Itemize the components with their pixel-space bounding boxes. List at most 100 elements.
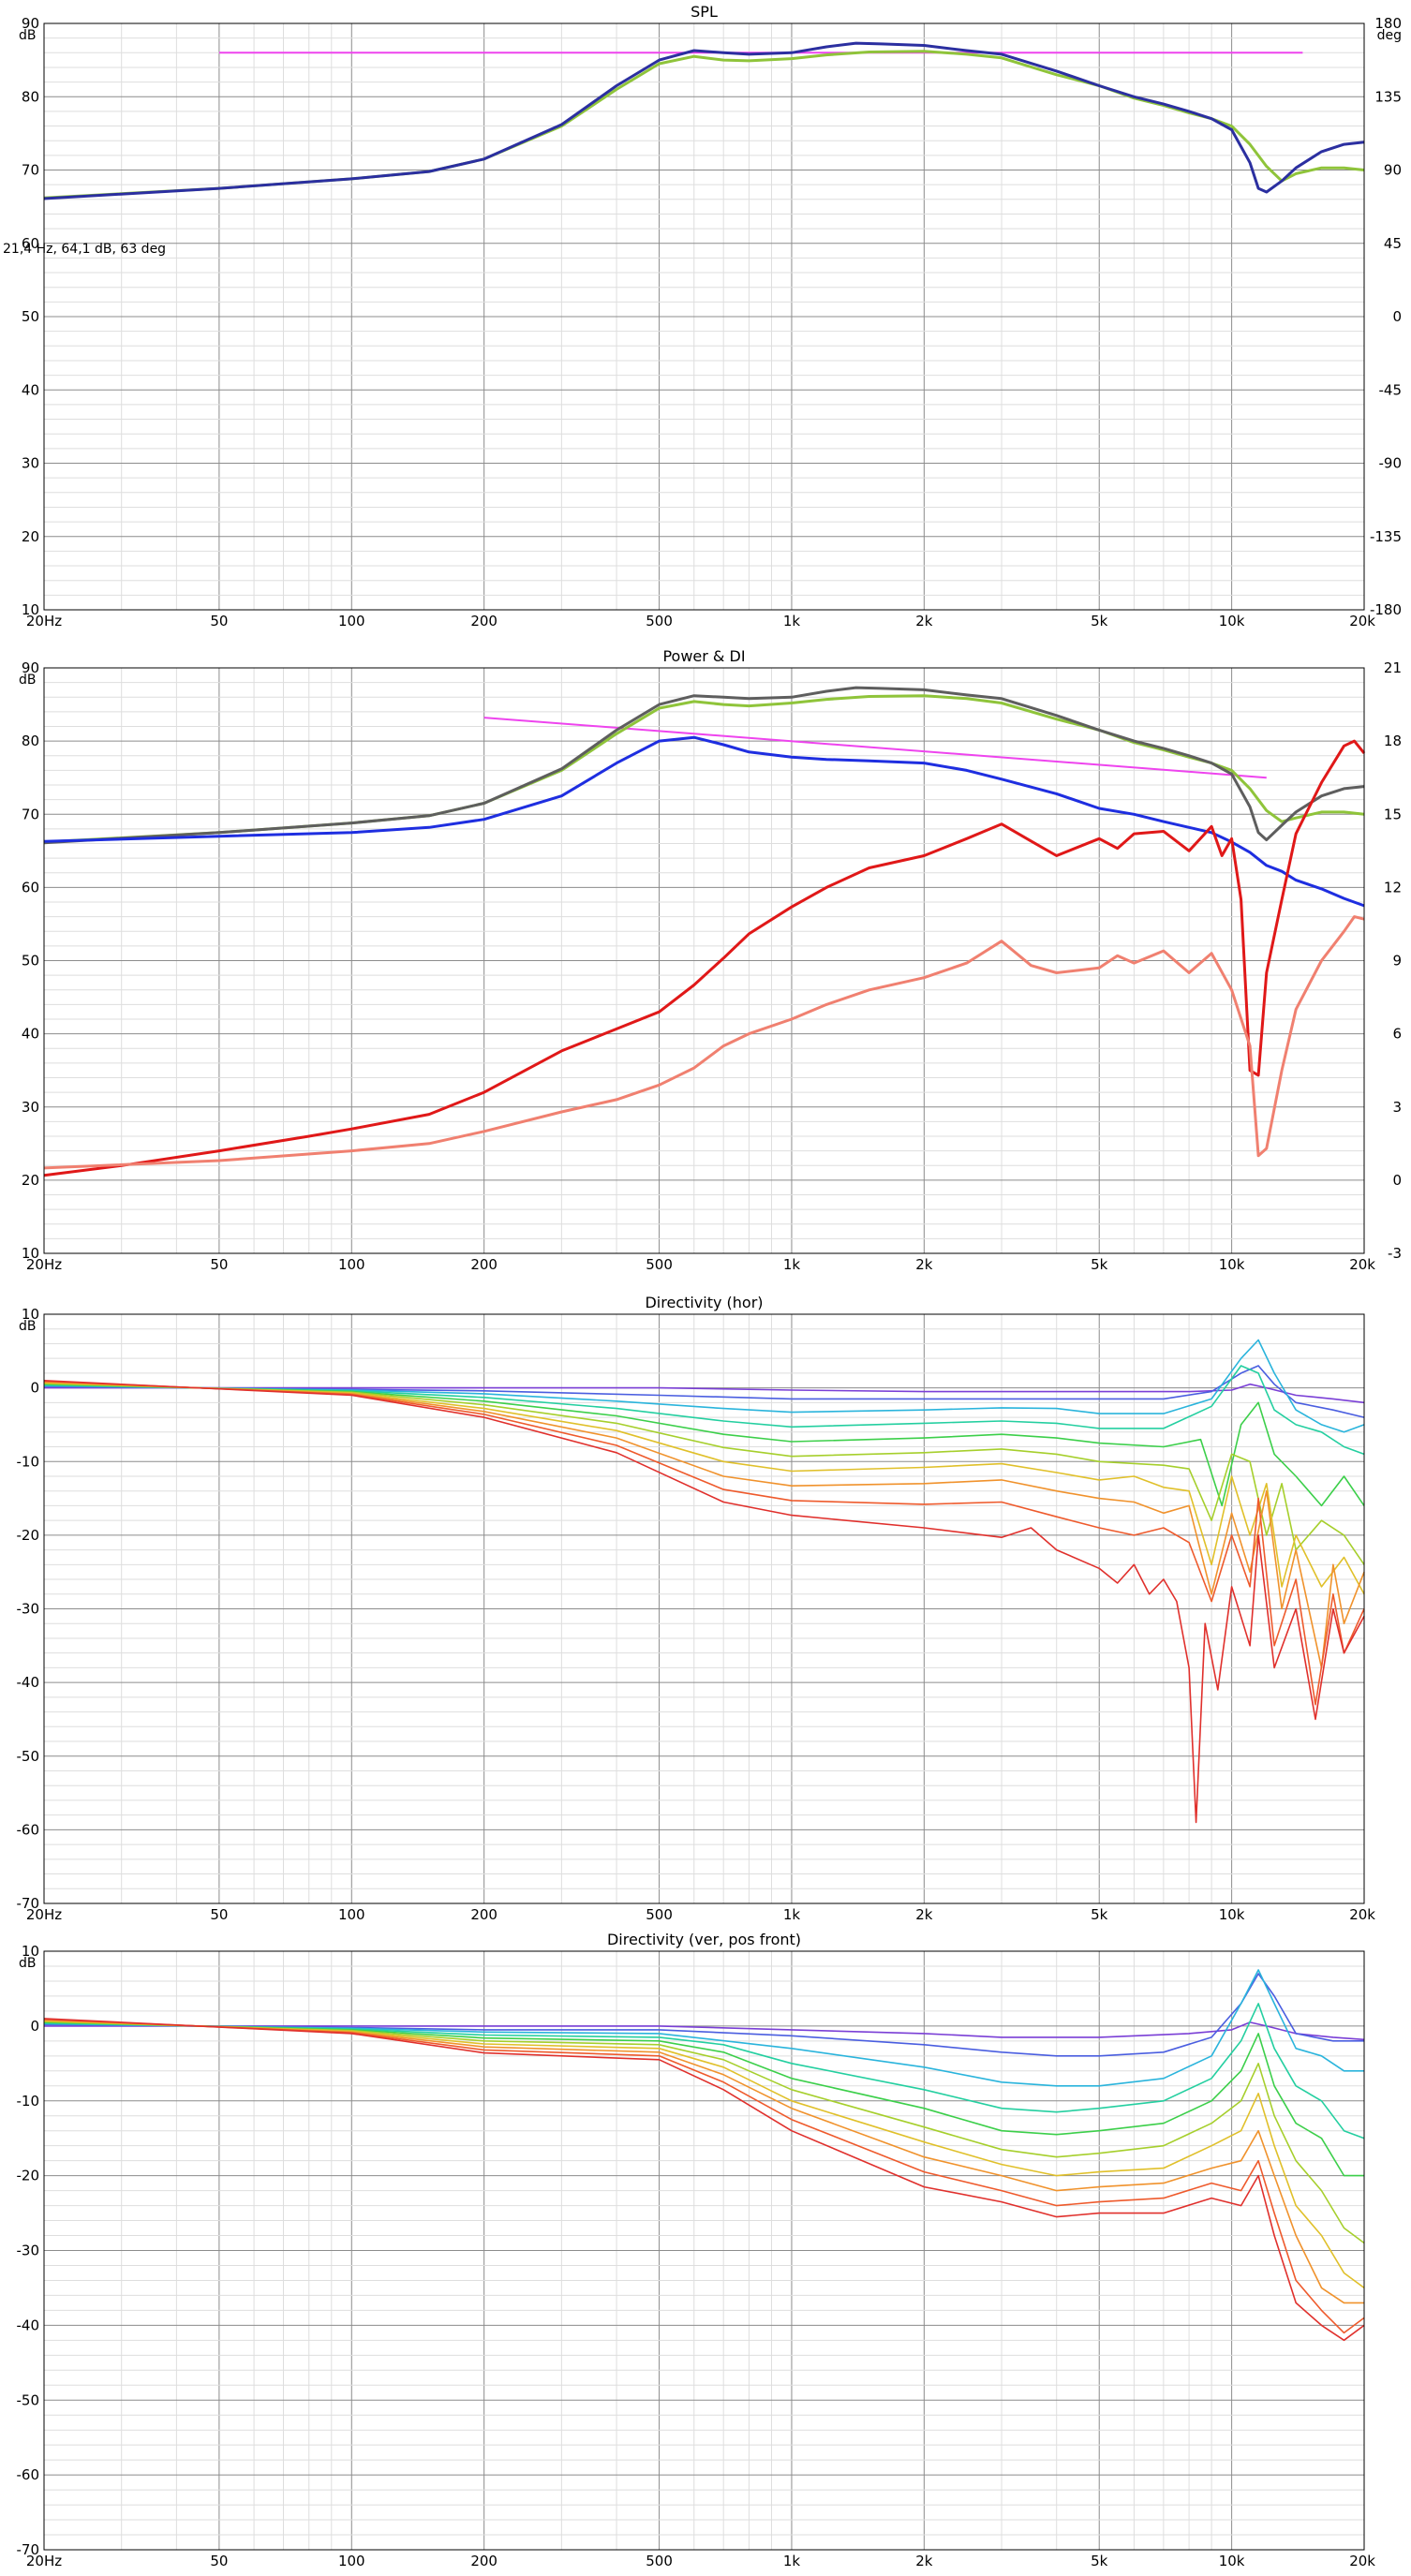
directivity-ver-left-tick-label: -70: [17, 2541, 40, 2558]
spl-left-tick-label: 70: [22, 162, 39, 179]
spl-left-tick-label: 60: [22, 235, 39, 252]
power-di-left-tick-label: 40: [22, 1026, 39, 1043]
power-di-x-tick-label: 1k: [783, 1256, 801, 1273]
spl-x-tick-label: 5k: [1091, 613, 1108, 629]
power-di-x-tick-label: 5k: [1091, 1256, 1108, 1273]
directivity-hor-x-tick-label: 100: [338, 1906, 365, 1923]
directivity-hor-plot-frame: [43, 1313, 1365, 1904]
spl-grid: [43, 22, 1365, 611]
spl-title: SPL: [691, 3, 718, 21]
spl-left-unit: dB: [19, 28, 37, 43]
directivity-hor-series-line: [44, 1383, 1365, 1404]
power-di-right-tick-label: 15: [1384, 806, 1402, 822]
spl-left-tick-label: 40: [22, 381, 39, 398]
power-di-series-line: [43, 739, 1366, 1177]
spl-left-tick-label: 90: [22, 15, 39, 32]
directivity-ver-x-tick-label: 500: [646, 2553, 673, 2569]
directivity-hor-series-line: [43, 1383, 1365, 1565]
directivity-hor-left-tick-label: -50: [17, 1748, 40, 1765]
spl-x-tick-label: 500: [646, 613, 673, 629]
power-di-x-tick-label: 50: [210, 1256, 228, 1273]
directivity-ver-series: [43, 1969, 1365, 2342]
power-di-series-line: [483, 717, 1267, 779]
power-di-x-tick-label: 20k: [1349, 1256, 1375, 1273]
directivity-hor-left-tick-label: -20: [17, 1527, 40, 1544]
spl-x-tick-label: 20Hz: [26, 613, 62, 629]
spl-chart: SPL dB deg 90 80 70 60 50 40 30 20 10 180 135 90 45…: [3, 3, 1402, 629]
spl-right-tick-label: 0: [1392, 308, 1402, 325]
power-di-right-tick-label: 21: [1384, 659, 1402, 676]
spl-x-tick-label: 50: [210, 613, 228, 629]
power-di-left-tick-label: 10: [22, 1245, 39, 1262]
power-di-x-ticks: 20Hz 50 100 200 500 1k 2k 5k 10k 20k: [26, 1256, 1375, 1273]
power-di-x-tick-label: 10k: [1219, 1256, 1245, 1273]
power-di-left-tick-label: 60: [22, 879, 39, 896]
directivity-ver-left-tick-label: 0: [30, 2018, 39, 2035]
spl-series-line: [43, 41, 1365, 200]
directivity-hor-series-line: [43, 1382, 1365, 1595]
directivity-hor-series-line: [43, 1380, 1365, 1824]
spl-x-tick-label: 20k: [1349, 613, 1375, 629]
spl-right-unit: deg: [1377, 28, 1402, 43]
power-di-left-tick-label: 70: [22, 806, 39, 822]
spl-x-tick-label: 2k: [915, 613, 933, 629]
spl-x-tick-label: 1k: [783, 613, 801, 629]
spl-right-tick-label: -90: [1379, 455, 1403, 472]
directivity-hor-grid: [43, 1313, 1365, 1904]
directivity-ver-x-tick-label: 10k: [1219, 2553, 1245, 2569]
spl-series: [43, 41, 1365, 200]
power-di-title: Power & DI: [662, 647, 745, 665]
power-di-left-tick-label: 20: [22, 1172, 39, 1189]
spl-x-tick-label: 200: [470, 613, 498, 629]
spl-left-tick-label: 20: [22, 528, 39, 545]
power-di-left-unit: dB: [19, 673, 37, 688]
power-di-plot-frame: [43, 667, 1365, 1254]
directivity-ver-series-line: [43, 2021, 1365, 2244]
power-di-grid: [43, 667, 1365, 1254]
directivity-hor-x-tick-label: 200: [470, 1906, 498, 1923]
spl-right-tick-label: 180: [1374, 15, 1402, 32]
spl-right-tick-label: 90: [1384, 162, 1402, 179]
spl-plot-frame: [43, 22, 1365, 611]
directivity-ver-left-tick-label: -20: [17, 2168, 40, 2184]
power-di-left-tick-label: 30: [22, 1099, 39, 1116]
directivity-hor-series-line: [43, 1383, 1365, 1507]
directivity-ver-left-tick-label: -40: [17, 2317, 40, 2333]
directivity-hor-left-tick-label: -30: [17, 1601, 40, 1618]
directivity-ver-left-tick-label: -50: [17, 2391, 40, 2408]
directivity-ver-series-line: [43, 2019, 1364, 2304]
power-di-left-ticks: 90 80 70 60 50 40 30 20 10: [22, 659, 39, 1262]
directivity-ver-series-line: [43, 2018, 1365, 2334]
directivity-hor-x-tick-label: 500: [646, 1906, 673, 1923]
directivity-ver-x-tick-label: 200: [470, 2553, 498, 2569]
directivity-ver-grid: [43, 1950, 1365, 2551]
directivity-hor-x-ticks: 20Hz 50 100 200 500 1k 2k 5k 10k 20k: [26, 1906, 1375, 1923]
power-di-right-tick-label: 3: [1392, 1099, 1402, 1116]
spl-x-tick-label: 10k: [1219, 613, 1245, 629]
directivity-hor-x-tick-label: 20k: [1349, 1906, 1375, 1923]
power-di-series-line: [43, 915, 1365, 1170]
directivity-hor-left-unit: dB: [19, 1319, 37, 1334]
power-di-x-tick-label: 100: [338, 1256, 365, 1273]
directivity-ver-title: Directivity (ver, pos front): [607, 1931, 801, 1948]
directivity-hor-x-tick-label: 20Hz: [26, 1906, 62, 1923]
power-di-series: [43, 686, 1366, 1177]
power-di-series-line: [43, 686, 1365, 845]
directivity-ver-left-tick-label: 10: [22, 1943, 39, 1960]
spl-right-tick-label: -45: [1379, 381, 1403, 398]
directivity-ver-x-tick-label: 20k: [1349, 2553, 1375, 2569]
spl-left-ticks: 90 80 70 60 50 40 30 20 10: [22, 15, 39, 618]
directivity-ver-series-line: [43, 2018, 1365, 2342]
power-di-right-tick-label: 12: [1384, 879, 1402, 896]
directivity-hor-series-line: [43, 1381, 1365, 1669]
power-di-left-tick-label: 80: [22, 733, 39, 749]
directivity-hor-x-tick-label: 5k: [1091, 1906, 1108, 1923]
directivity-hor-left-tick-label: -10: [17, 1453, 40, 1470]
directivity-ver-series-line: [43, 1973, 1364, 2057]
spl-right-tick-label: 135: [1374, 88, 1402, 105]
directivity-hor-left-tick-label: 0: [30, 1380, 39, 1397]
spl-left-tick-label: 50: [22, 308, 39, 325]
directivity-ver-series-line: [43, 2003, 1365, 2139]
spl-right-tick-label: -135: [1370, 528, 1402, 545]
